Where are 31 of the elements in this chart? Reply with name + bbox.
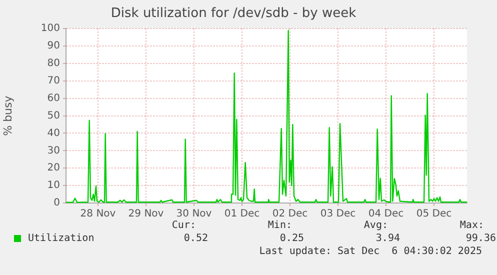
y-tick-label: 70 (47, 76, 60, 87)
text: 0.52 (182, 232, 208, 245)
text: Last update: Sat Dec 6 04:30:02 2025 (258, 245, 483, 258)
y-axis-title: % busy (1, 95, 14, 136)
y-tick-label: 20 (47, 162, 60, 174)
y-tick-label: 30 (47, 145, 60, 156)
text: 99.36 (464, 232, 496, 245)
x-tick-label: 29 Nov (128, 208, 164, 220)
x-tick-label: 30 Nov (176, 208, 212, 220)
y-tick-label: 40 (47, 128, 60, 139)
x-tick-label: 02 Dec (272, 208, 308, 220)
x-tick-label: 04 Dec (368, 208, 404, 220)
x-tick-label: 05 Dec (416, 208, 452, 220)
y-tick-label: 0 (54, 198, 60, 209)
text: 3.94 (374, 232, 400, 245)
text: Max: (458, 219, 485, 232)
y-tick-label: 10 (47, 180, 60, 192)
x-tick-label: 28 Nov (80, 208, 116, 220)
x-tick-label: 03 Dec (320, 208, 356, 220)
text: 0.25 (278, 232, 304, 245)
legend-label: Utilization (28, 232, 94, 245)
text: Cur: (170, 219, 197, 232)
y-tick-label: 60 (47, 92, 60, 104)
y-tick-label: 100 (40, 23, 60, 34)
x-tick-label: 01 Dec (224, 208, 260, 220)
y-tick-label: 80 (47, 58, 60, 70)
y-tick-label: 50 (47, 110, 60, 122)
chart-title: Disk utilization for /dev/sdb - by week (110, 6, 357, 22)
text: Avg: (362, 219, 389, 232)
y-tick-label: 90 (47, 40, 60, 52)
text: Min: (266, 219, 293, 232)
